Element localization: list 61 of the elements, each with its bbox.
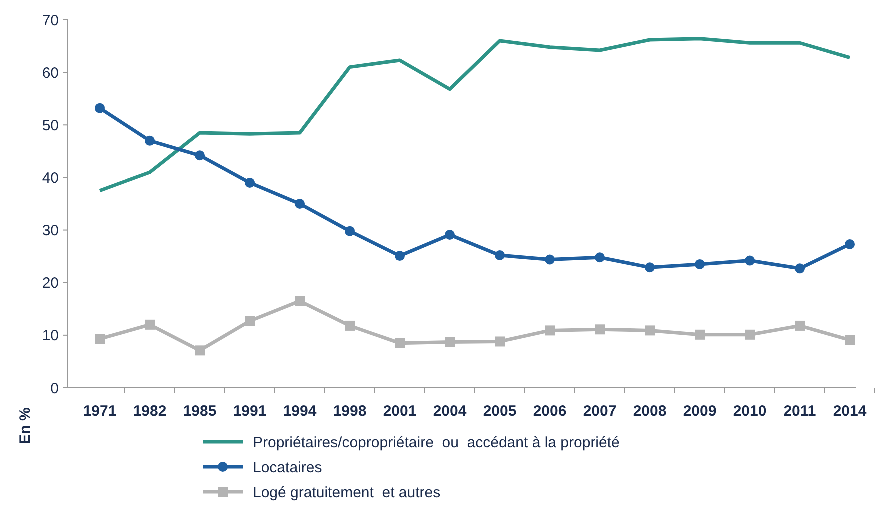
x-tick-label: 2001 xyxy=(383,403,417,420)
point xyxy=(645,326,655,336)
point xyxy=(745,330,755,340)
point xyxy=(795,264,805,274)
x-tick-label: 2007 xyxy=(583,403,617,420)
point xyxy=(245,316,255,326)
y-tick-label: 30 xyxy=(42,222,59,240)
point xyxy=(445,230,455,240)
line-series xyxy=(98,37,852,193)
point xyxy=(295,296,305,306)
x-tick-label: 1991 xyxy=(233,403,267,420)
point xyxy=(595,324,605,335)
point xyxy=(645,262,655,273)
x-tick-label: 2006 xyxy=(533,403,567,420)
point xyxy=(495,250,505,261)
x-tick-label: 2008 xyxy=(633,403,667,420)
point xyxy=(295,199,305,209)
legend-label: Logé gratuitement et autres xyxy=(253,484,441,502)
y-tick-label: 60 xyxy=(42,64,59,82)
y-tick-label: 40 xyxy=(42,170,59,187)
legend-label: Locataires xyxy=(253,459,322,476)
point xyxy=(145,320,155,330)
y-tick-label: 70 xyxy=(42,12,59,30)
y-axis-title: En % xyxy=(17,408,34,444)
point xyxy=(195,346,205,356)
x-tick-label: 2004 xyxy=(433,403,468,420)
x-tick-label: 2009 xyxy=(683,403,717,420)
point xyxy=(595,252,605,263)
point xyxy=(95,334,105,344)
point xyxy=(345,226,355,236)
y-tick-label: 20 xyxy=(42,275,59,292)
point xyxy=(445,337,455,348)
point xyxy=(395,338,405,348)
point xyxy=(395,251,405,262)
point xyxy=(695,330,705,340)
x-tick-label: 1971 xyxy=(83,403,117,420)
point xyxy=(795,320,805,331)
x-tick-label: 2014 xyxy=(833,403,868,420)
point xyxy=(545,326,555,336)
point xyxy=(845,335,855,346)
point xyxy=(845,239,855,250)
x-tick-label: 1994 xyxy=(283,403,318,420)
x-tick-label: 2011 xyxy=(784,403,816,420)
point xyxy=(245,178,255,188)
legend-label: Propriétaires/copropriétaire ou accédant à la propriété xyxy=(253,434,620,452)
point xyxy=(495,336,505,347)
x-tick-label: 2010 xyxy=(733,403,767,420)
x-tick-label: 1985 xyxy=(183,403,217,420)
y-tick-label: 50 xyxy=(42,117,59,134)
point xyxy=(745,256,755,266)
point xyxy=(145,136,155,146)
x-tick-label: 2005 xyxy=(483,403,517,420)
point xyxy=(195,150,205,161)
x-tick-label: 1982 xyxy=(133,403,167,420)
y-tick-label: 0 xyxy=(50,380,59,398)
y-tick-label: 10 xyxy=(42,328,59,345)
x-tick-label: 1998 xyxy=(333,403,367,420)
point xyxy=(695,259,705,270)
point xyxy=(545,254,555,265)
point xyxy=(95,103,105,114)
point xyxy=(345,320,355,331)
